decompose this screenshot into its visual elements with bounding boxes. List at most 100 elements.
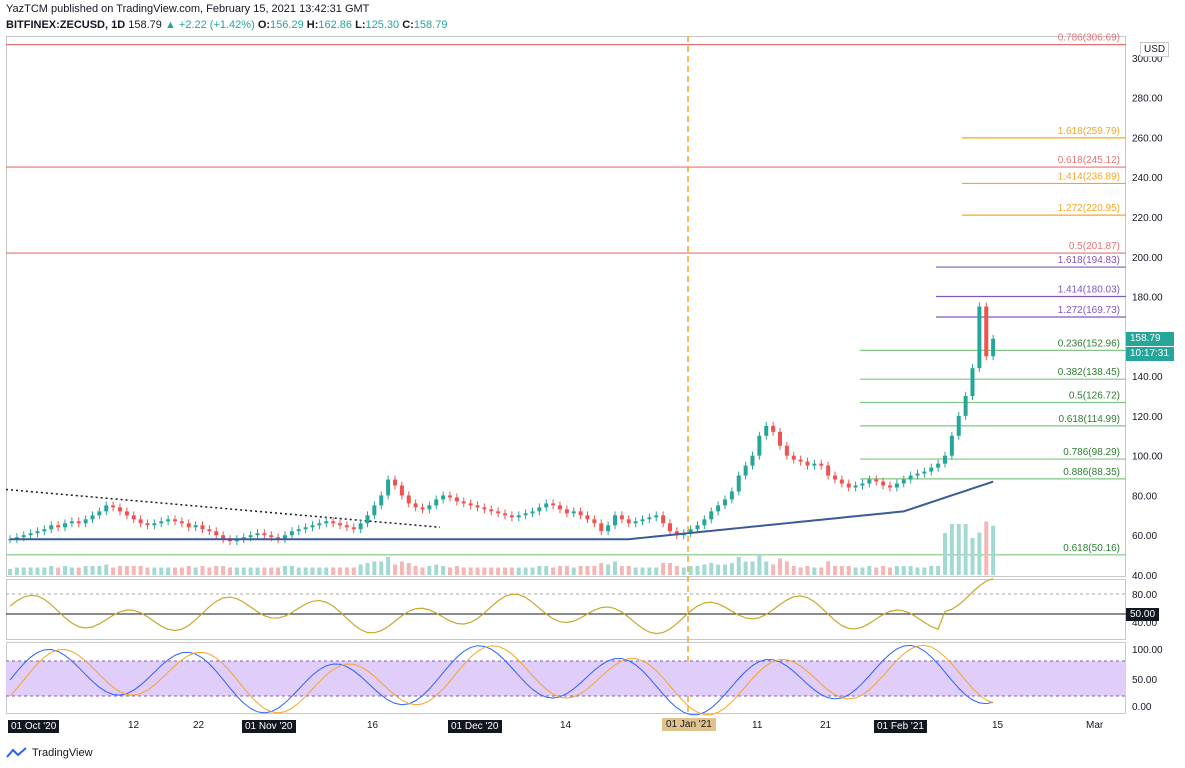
- volume-bar: [613, 561, 617, 575]
- candle-body: [757, 435, 762, 456]
- volume-bar: [936, 566, 941, 575]
- candle-body: [296, 529, 301, 532]
- volume-bar: [922, 567, 927, 575]
- candle-body: [626, 519, 631, 524]
- volume-bar: [949, 524, 954, 575]
- y-tick-label: 280.00: [1132, 94, 1163, 105]
- candle-body: [159, 521, 164, 524]
- candle-body: [310, 525, 315, 528]
- y-tick-label: 40.00: [1132, 571, 1157, 582]
- candle-body: [956, 415, 961, 436]
- volume-bar: [193, 567, 198, 575]
- candle-body: [372, 505, 377, 516]
- candle-body: [544, 503, 549, 508]
- volume-bar: [530, 567, 535, 575]
- candle-body: [145, 523, 150, 526]
- footer[interactable]: TradingView: [6, 747, 93, 759]
- volume-bar: [736, 557, 741, 575]
- volume-bar: [138, 566, 143, 575]
- volume-bar: [173, 567, 177, 575]
- candle-body: [750, 455, 755, 466]
- volume-bar: [853, 567, 858, 575]
- volume-bar: [283, 566, 287, 575]
- candle-body: [867, 479, 872, 484]
- volume-bar: [894, 566, 899, 575]
- volume-bar: [296, 567, 301, 575]
- candle-body: [743, 465, 748, 476]
- candle-body: [839, 479, 844, 484]
- volume-bar: [372, 561, 377, 575]
- fib-level-label: 1.414(180.03): [1058, 285, 1120, 296]
- candle-body: [709, 511, 714, 520]
- candle-body: [977, 306, 982, 369]
- volume-bar: [35, 567, 40, 575]
- currency-label[interactable]: USD: [1140, 42, 1170, 57]
- candle-body: [393, 479, 397, 486]
- tradingview-logo-icon: [6, 747, 27, 758]
- volume-bar: [771, 564, 776, 575]
- volume-bar: [276, 567, 281, 575]
- high-value: 162.86: [318, 19, 353, 31]
- volume-bar: [860, 567, 865, 575]
- volume-bar: [640, 567, 645, 575]
- volume-bar: [248, 567, 253, 575]
- fib-level-label: 0.236(152.96): [1058, 338, 1120, 349]
- volume-bar: [14, 567, 19, 575]
- candle-body: [729, 491, 734, 500]
- volume-bar: [537, 566, 542, 575]
- candle-body: [936, 463, 941, 468]
- volume-bar: [977, 532, 982, 575]
- volume-bar: [619, 566, 624, 575]
- candle-body: [723, 499, 727, 506]
- candle-body: [248, 535, 253, 538]
- candle-body: [537, 507, 542, 512]
- volume-bar: [716, 564, 721, 575]
- volume-bar: [159, 567, 164, 575]
- candle-body: [434, 499, 439, 506]
- candle-body: [688, 529, 693, 534]
- candle-body: [619, 515, 624, 520]
- fib-level-label: 0.5(201.87): [1069, 241, 1120, 252]
- volume-bar: [324, 567, 329, 575]
- candle-body: [503, 513, 507, 516]
- candle-body: [908, 475, 913, 480]
- symbol-name[interactable]: BITFINEX:ZECUSD, 1D: [6, 19, 126, 31]
- candle-body: [413, 503, 418, 508]
- volume-bar: [145, 567, 150, 575]
- candle-body: [784, 445, 789, 456]
- y-tick-label: 60.00: [1132, 531, 1157, 542]
- volume-bar: [186, 566, 191, 575]
- y-tick-label: 140.00: [1132, 372, 1163, 383]
- candle-body: [826, 465, 831, 476]
- volume-bar: [207, 567, 212, 575]
- candle-body: [193, 525, 198, 528]
- candle-body: [200, 525, 205, 530]
- candle-body: [901, 479, 906, 484]
- candle-body: [56, 525, 61, 528]
- volume-bar: [509, 567, 514, 575]
- candle-body: [791, 455, 796, 460]
- rsi-line: [9, 578, 994, 635]
- volume-bar: [131, 566, 136, 575]
- stoch-band: [6, 661, 1126, 696]
- volume-bar: [289, 566, 294, 575]
- volume-bar: [454, 566, 459, 575]
- volume-bar: [317, 567, 322, 575]
- rsi-pane[interactable]: [6, 579, 1126, 640]
- y-tick-label: 180.00: [1132, 293, 1163, 304]
- price-chart-pane[interactable]: [6, 36, 1126, 577]
- candle-body: [28, 533, 33, 536]
- volume-bar: [778, 558, 782, 575]
- candle-body: [406, 495, 411, 504]
- volume-bar: [888, 567, 892, 575]
- candle-body: [633, 521, 638, 524]
- candle-body: [63, 523, 67, 528]
- volume-bar: [179, 567, 184, 575]
- volume-bar: [344, 567, 349, 575]
- candle-body: [399, 485, 404, 496]
- volume-bar: [826, 561, 831, 575]
- volume-bar: [241, 567, 246, 575]
- candle-body: [76, 521, 81, 524]
- candle-body: [221, 535, 226, 540]
- volume-bar: [633, 567, 638, 575]
